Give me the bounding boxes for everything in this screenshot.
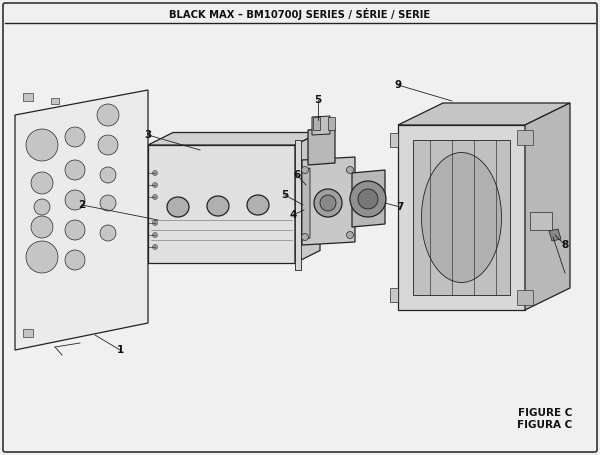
Polygon shape [308,128,335,165]
Circle shape [31,216,53,238]
Text: 7: 7 [397,202,404,212]
Circle shape [347,167,353,173]
Polygon shape [390,133,398,147]
Circle shape [97,104,119,126]
Ellipse shape [167,197,189,217]
Text: FIGURE C: FIGURE C [518,408,572,418]
Polygon shape [148,132,320,145]
Circle shape [152,182,157,187]
Text: 5: 5 [314,95,322,105]
Text: 4: 4 [289,210,296,220]
Ellipse shape [421,152,502,283]
Circle shape [152,194,157,199]
Text: BLACK MAX – BM10700J SERIES / SÉRIE / SERIE: BLACK MAX – BM10700J SERIES / SÉRIE / SE… [169,8,431,20]
Circle shape [26,241,58,273]
Polygon shape [313,117,320,130]
Polygon shape [302,168,310,240]
Circle shape [65,220,85,240]
Circle shape [26,129,58,161]
Circle shape [100,195,116,211]
Bar [51,98,59,104]
Polygon shape [302,157,355,245]
Text: 3: 3 [145,130,152,140]
Circle shape [65,250,85,270]
Text: 9: 9 [394,80,401,90]
Circle shape [100,225,116,241]
Circle shape [34,199,50,215]
Polygon shape [15,90,148,350]
Text: 6: 6 [293,170,301,180]
Circle shape [65,190,85,210]
Circle shape [65,160,85,180]
Circle shape [152,233,157,238]
Text: 1: 1 [116,345,124,355]
Polygon shape [312,116,330,135]
Polygon shape [398,125,525,310]
Text: 2: 2 [79,200,86,210]
Polygon shape [295,132,320,263]
Circle shape [65,127,85,147]
Circle shape [302,167,308,173]
Circle shape [314,189,342,217]
Polygon shape [390,288,398,302]
Ellipse shape [247,195,269,215]
Circle shape [98,135,118,155]
Polygon shape [517,130,533,145]
Polygon shape [549,229,561,241]
Text: FIGURA C: FIGURA C [517,420,572,430]
Polygon shape [413,140,510,295]
Polygon shape [148,145,295,263]
Polygon shape [517,290,533,305]
Text: 5: 5 [281,190,289,200]
Polygon shape [328,117,335,130]
Polygon shape [352,170,385,227]
Bar [530,212,552,229]
Ellipse shape [207,196,229,216]
Circle shape [152,221,157,226]
Bar [23,93,33,101]
Circle shape [31,172,53,194]
Circle shape [152,244,157,249]
Text: 8: 8 [562,240,569,250]
Circle shape [152,171,157,176]
Circle shape [350,181,386,217]
Circle shape [347,232,353,238]
Circle shape [320,195,336,211]
Circle shape [302,233,308,241]
Polygon shape [398,103,570,125]
Circle shape [358,189,378,209]
Circle shape [100,167,116,183]
Polygon shape [295,140,301,270]
Bar [23,329,33,337]
Polygon shape [525,103,570,310]
